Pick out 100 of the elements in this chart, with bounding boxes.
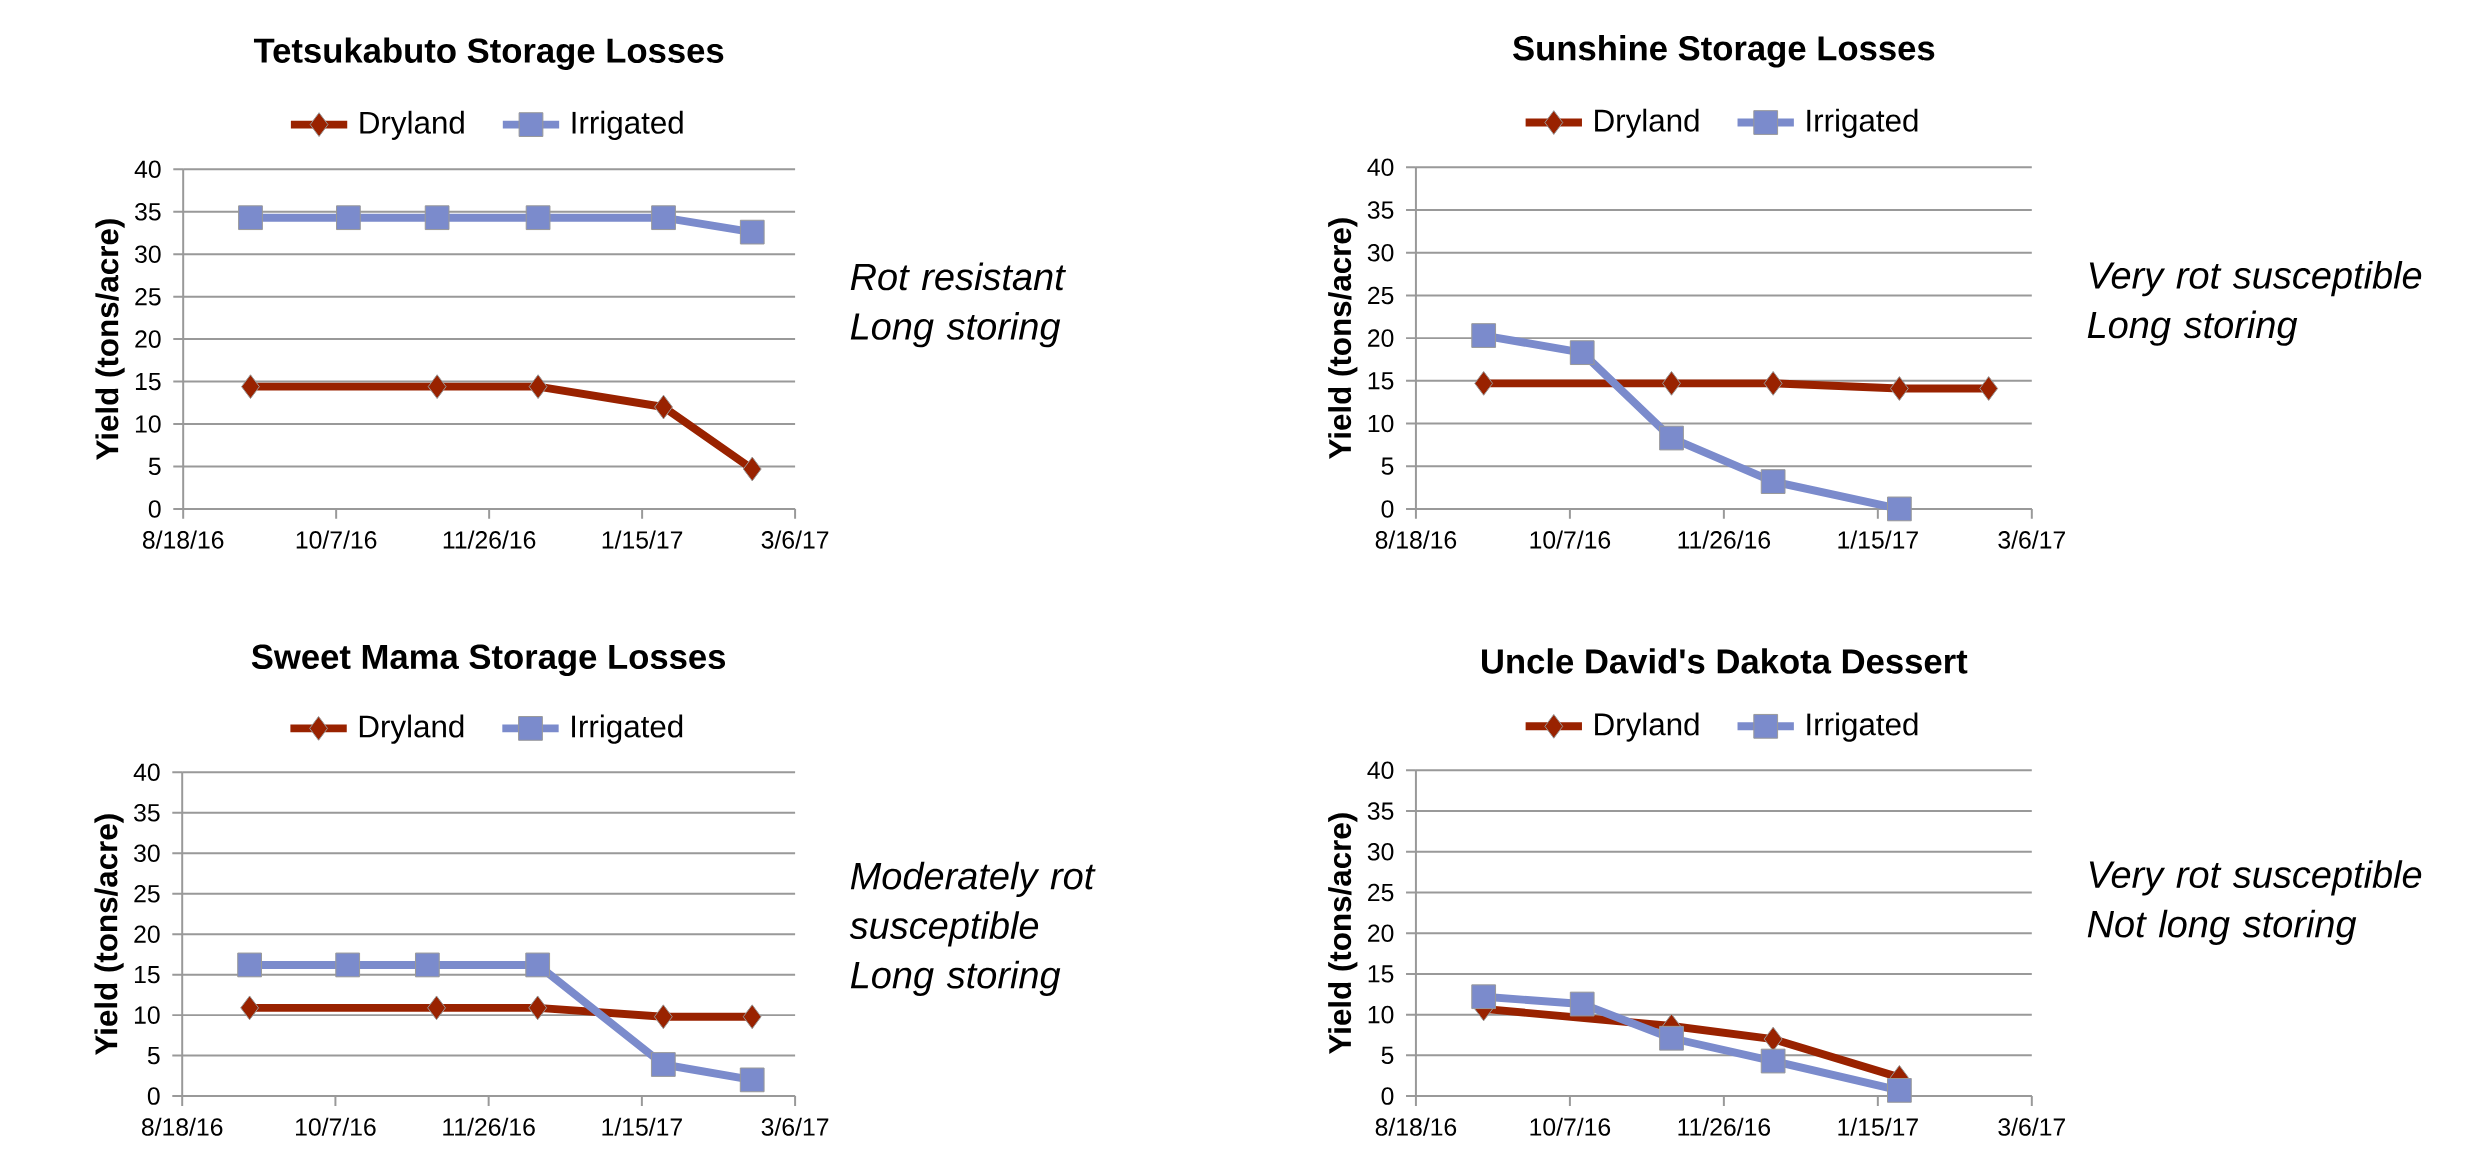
point <box>525 952 551 978</box>
y-tick-label: 35 <box>1367 802 1394 821</box>
y-axis-title: Yield (tons/acre) <box>1328 813 1358 1055</box>
y-tick-label: 10 <box>135 415 161 434</box>
text: Long storing <box>2087 310 2298 347</box>
y-tick-label: 30 <box>1367 843 1394 861</box>
point <box>528 374 548 400</box>
y-tick-label: 30 <box>1367 244 1394 262</box>
point <box>238 205 263 231</box>
y-axis-title: Yield (tons/acre) <box>94 814 124 1056</box>
text: Very rot susceptible <box>2089 860 2422 896</box>
x-tick-label: 10/7/16 <box>295 1117 376 1137</box>
x-tick-label: 3/6/17 <box>761 530 829 549</box>
y-tick-label: 10 <box>1368 415 1394 433</box>
point <box>739 219 765 245</box>
point <box>651 205 676 231</box>
text: Very rot susceptible <box>2089 261 2422 297</box>
text: Long storing <box>850 312 1061 348</box>
point <box>1887 496 1912 522</box>
x-tick-label: 8/18/16 <box>142 530 224 549</box>
y-tick-label: 30 <box>134 844 160 863</box>
y-tick-label: 25 <box>1368 286 1394 305</box>
legend-label: Dryland <box>360 111 464 141</box>
x-tick-label: 10/7/16 <box>1530 530 1611 549</box>
point <box>1659 425 1684 451</box>
point <box>653 1004 673 1030</box>
legend-label: Dryland <box>1595 108 1699 139</box>
point <box>427 995 446 1021</box>
point <box>1662 371 1681 397</box>
point <box>650 1052 676 1078</box>
x-tick-label: 10/7/16 <box>1530 1117 1611 1137</box>
point <box>1569 340 1595 366</box>
text: Rot resistant <box>850 262 1067 291</box>
x-tick-label: 3/6/17 <box>1998 530 2065 549</box>
y-tick-label: 40 <box>134 160 161 179</box>
y-tick-label: 5 <box>1381 457 1394 476</box>
point <box>241 374 260 400</box>
point <box>742 1004 762 1030</box>
y-tick-label: 25 <box>134 885 160 903</box>
x-tick-label: 8/18/16 <box>1375 530 1457 549</box>
y-tick-label: 40 <box>1367 158 1394 177</box>
point <box>1471 323 1497 349</box>
x-tick-label: 11/26/16 <box>443 530 536 549</box>
point <box>336 205 361 231</box>
x-tick-label: 1/15/17 <box>602 530 683 549</box>
point <box>654 394 673 420</box>
y-tick-label: 0 <box>147 1087 160 1106</box>
y-tick-label: 35 <box>134 804 160 822</box>
point <box>1760 469 1786 495</box>
y-tick-label: 35 <box>1367 201 1394 220</box>
point <box>528 995 548 1021</box>
point <box>335 952 361 978</box>
y-tick-label: 5 <box>147 1047 160 1065</box>
point <box>1569 991 1595 1017</box>
y-tick-label: 40 <box>1367 761 1394 780</box>
chart-title: Sweet Mama Storage Losses <box>251 644 726 677</box>
y-axis-title: Yield (tons/acre) <box>1328 218 1358 460</box>
legend-label: Irrigated <box>572 111 683 141</box>
text: Not long storing <box>2087 909 2357 946</box>
chart-title: Tetsukabuto Storage Losses <box>253 37 724 71</box>
x-tick-label: 1/15/17 <box>1838 530 1918 549</box>
legend-label: Dryland <box>1595 712 1699 742</box>
y-tick-label: 15 <box>135 373 161 391</box>
point <box>1659 1026 1684 1051</box>
y-axis-title: Yield (tons/acre) <box>95 219 125 461</box>
point <box>1760 1048 1786 1074</box>
y-tick-label: 20 <box>1368 924 1394 943</box>
point <box>525 205 551 231</box>
y-tick-label: 20 <box>1368 329 1394 348</box>
chart-title: Sunshine Storage Losses <box>1513 35 1935 68</box>
point <box>424 205 450 231</box>
legend-label: Irrigated <box>1807 712 1918 742</box>
y-tick-label: 40 <box>133 763 160 782</box>
x-tick-label: 8/18/16 <box>141 1117 223 1137</box>
point <box>739 1067 765 1093</box>
y-tick-label: 10 <box>1368 1006 1394 1024</box>
x-tick-label: 3/6/17 <box>1998 1117 2065 1137</box>
text: Long storing <box>850 960 1061 997</box>
y-tick-label: 0 <box>148 500 161 518</box>
point <box>240 995 260 1021</box>
y-tick-label: 0 <box>1381 500 1394 518</box>
x-tick-label: 1/15/17 <box>602 1117 682 1137</box>
point <box>1887 1078 1912 1104</box>
y-tick-label: 20 <box>134 925 160 944</box>
point <box>1763 1026 1783 1052</box>
y-tick-label: 5 <box>1381 1046 1394 1065</box>
point <box>742 456 762 482</box>
x-tick-label: 1/15/17 <box>1838 1117 1918 1137</box>
point <box>414 952 440 978</box>
y-tick-label: 15 <box>1368 965 1394 983</box>
point <box>1763 371 1783 397</box>
point <box>1471 984 1497 1010</box>
x-tick-label: 8/18/16 <box>1375 1117 1457 1137</box>
legend-label: Irrigated <box>572 714 683 745</box>
y-tick-label: 20 <box>135 330 161 349</box>
point <box>427 374 447 400</box>
y-tick-label: 30 <box>135 245 161 264</box>
x-tick-label: 11/26/16 <box>1678 530 1771 549</box>
x-tick-label: 10/7/16 <box>296 530 377 549</box>
y-tick-label: 25 <box>1368 883 1394 902</box>
